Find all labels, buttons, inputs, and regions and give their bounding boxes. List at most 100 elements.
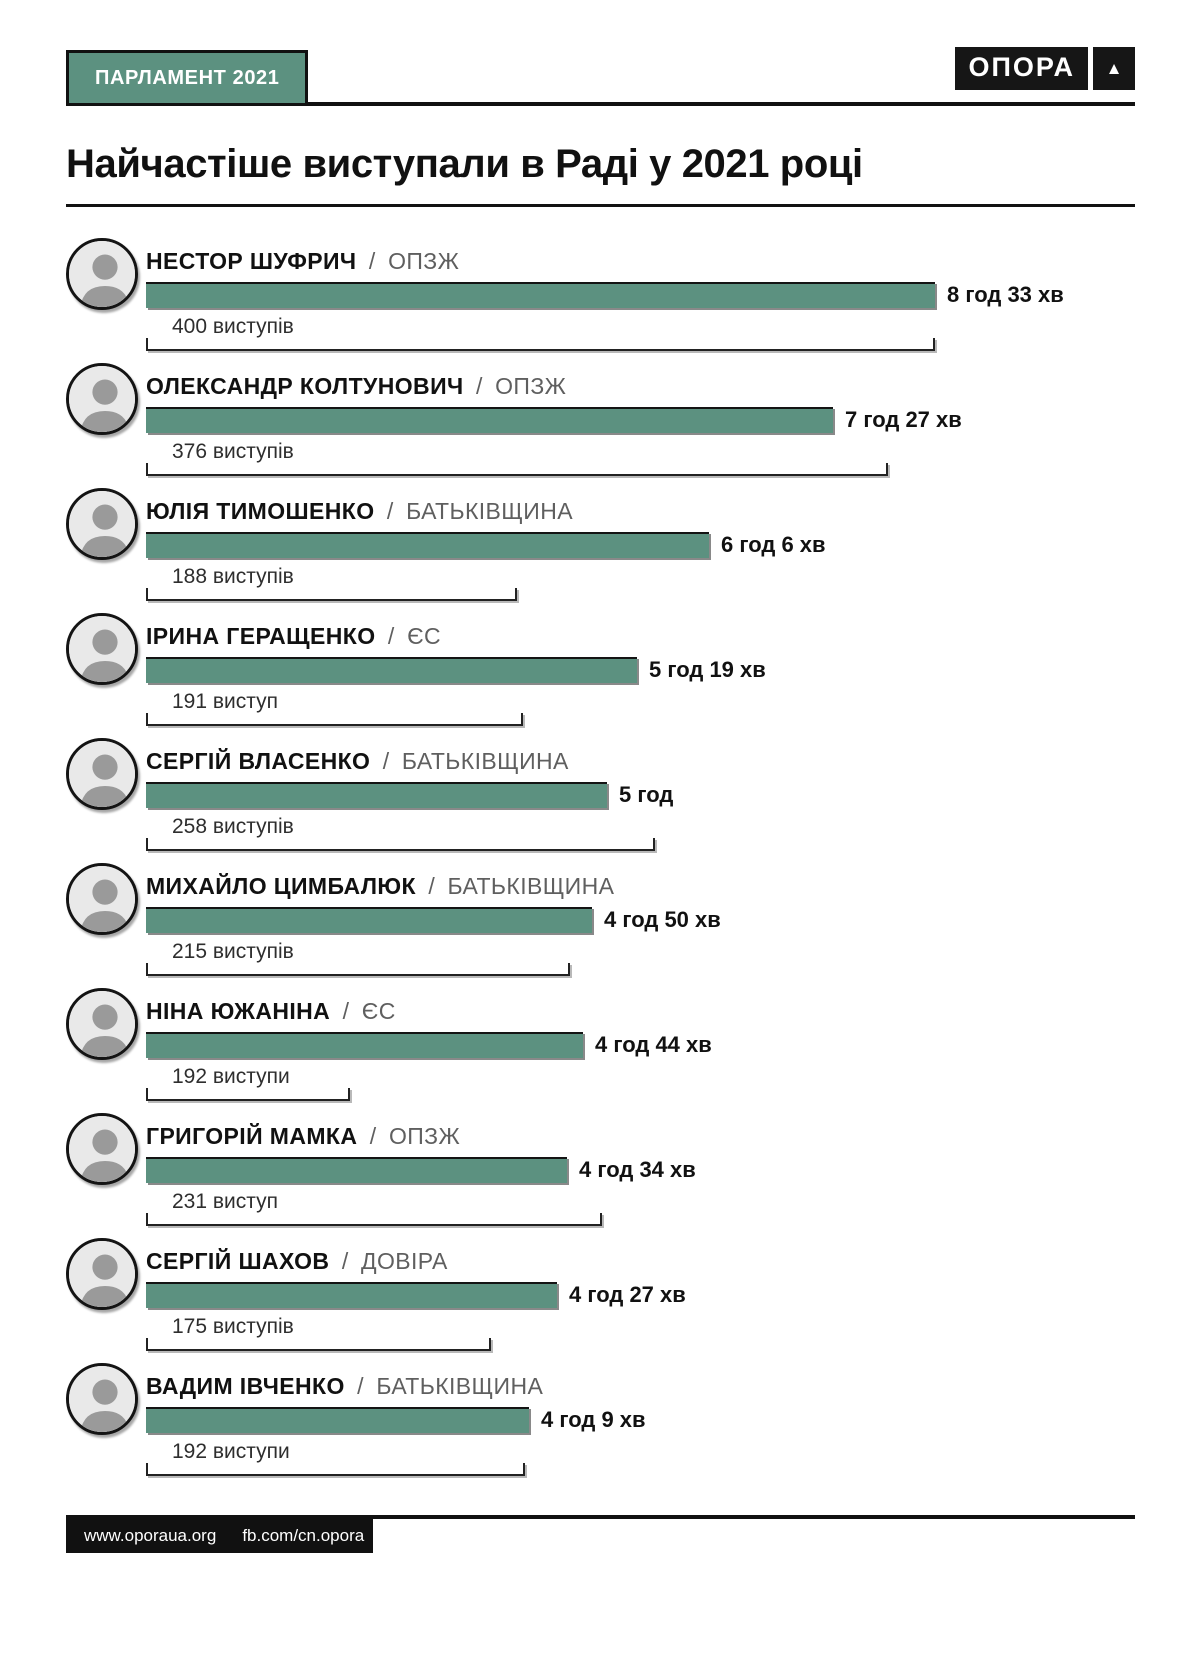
- name-party-separator: /: [342, 998, 350, 1024]
- speech-count-bracket: [146, 588, 517, 601]
- mp-name: ІРИНА ГЕРАЩЕНКО: [146, 623, 376, 649]
- mp-party: ОПЗЖ: [388, 248, 460, 274]
- mp-party: ОПЗЖ: [388, 1123, 461, 1149]
- mp-row-body: СЕРГІЙ ШАХОВ / ДОВІРА 4 год 27 хв 175 ви…: [146, 1234, 1135, 1359]
- mp-name-line: ГРИГОРІЙ МАМКА / ОПЗЖ: [146, 1123, 1135, 1149]
- person-silhouette-icon: [69, 616, 135, 682]
- mp-name-line: ЮЛІЯ ТИМОШЕНКО / БАТЬКІВЩИНА: [146, 498, 1135, 524]
- mp-name-line: СЕРГІЙ ШАХОВ / ДОВІРА: [146, 1248, 1135, 1274]
- mp-name-line: ОЛЕКСАНДР КОЛТУНОВИЧ / ОПЗЖ: [146, 373, 1135, 399]
- speech-count-label: 376 виступів: [172, 440, 294, 463]
- speech-count-bracket: [146, 1463, 525, 1476]
- duration-bar: [146, 1407, 529, 1433]
- duration-label: 7 год 27 хв: [845, 407, 962, 432]
- speech-count-label: 175 виступів: [172, 1315, 294, 1338]
- mp-party: БАТЬКІВЩИНА: [406, 498, 573, 524]
- duration-label: 5 год 19 хв: [649, 657, 766, 682]
- mp-name: СЕРГІЙ ВЛАСЕНКО: [146, 748, 371, 774]
- mp-name: СЕРГІЙ ШАХОВ: [146, 1248, 330, 1274]
- mp-row-body: СЕРГІЙ ВЛАСЕНКО / БАТЬКІВЩИНА 5 год 258 …: [146, 734, 1135, 859]
- speech-count-bracket: [146, 1213, 602, 1226]
- speech-count-bracket: [146, 338, 935, 351]
- mp-row: НІНА ЮЖАНІНА / ЄС 4 год 44 хв 192 виступ…: [66, 984, 1135, 1109]
- mp-row: ОЛЕКСАНДР КОЛТУНОВИЧ / ОПЗЖ 7 год 27 хв …: [66, 359, 1135, 484]
- mp-name: ГРИГОРІЙ МАМКА: [146, 1123, 358, 1149]
- speech-count-label: 188 виступів: [172, 565, 294, 588]
- duration-bar: [146, 907, 592, 933]
- speech-count-label: 258 виступів: [172, 815, 294, 838]
- duration-bar-line: 4 год 9 хв: [146, 1407, 1135, 1433]
- speech-count-label: 192 виступи: [172, 1065, 290, 1088]
- mp-party: ОПЗЖ: [495, 373, 567, 399]
- person-silhouette-icon: [69, 1366, 135, 1432]
- duration-label: 4 год 27 хв: [569, 1282, 686, 1307]
- mp-photo: [66, 363, 138, 435]
- speech-count-label: 191 виступ: [172, 690, 278, 713]
- mp-photo: [66, 1238, 138, 1310]
- duration-label: 6 год 6 хв: [721, 532, 826, 557]
- person-silhouette-icon: [69, 866, 135, 932]
- mp-name: НІНА ЮЖАНІНА: [146, 998, 331, 1024]
- name-party-separator: /: [428, 873, 436, 899]
- mp-photo: [66, 1113, 138, 1185]
- duration-label: 4 год 50 хв: [604, 907, 721, 932]
- name-party-separator: /: [386, 498, 394, 524]
- mp-name-line: ВАДИМ ІВЧЕНКО / БАТЬКІВЩИНА: [146, 1373, 1135, 1399]
- mp-party: ЄС: [407, 623, 442, 649]
- mp-name-line: МИХАЙЛО ЦИМБАЛЮК / БАТЬКІВЩИНА: [146, 873, 1135, 899]
- mp-row: НЕСТОР ШУФРИЧ / ОПЗЖ 8 год 33 хв 400 вис…: [66, 234, 1135, 359]
- mp-name-line: НІНА ЮЖАНІНА / ЄС: [146, 998, 1135, 1024]
- duration-bar: [146, 657, 637, 683]
- name-party-separator: /: [475, 373, 483, 399]
- speech-count-bracket: [146, 463, 888, 476]
- mp-row-body: ГРИГОРІЙ МАМКА / ОПЗЖ 4 год 34 хв 231 ви…: [146, 1109, 1135, 1234]
- mp-name-line: СЕРГІЙ ВЛАСЕНКО / БАТЬКІВЩИНА: [146, 748, 1135, 774]
- speech-count-bracket: [146, 713, 523, 726]
- mp-row-body: ВАДИМ ІВЧЕНКО / БАТЬКІВЩИНА 4 год 9 хв 1…: [146, 1359, 1135, 1484]
- mp-photo: [66, 863, 138, 935]
- duration-bar-line: 6 год 6 хв: [146, 532, 1135, 558]
- duration-bar-line: 4 год 27 хв: [146, 1282, 1135, 1308]
- duration-bar-line: 4 год 34 хв: [146, 1157, 1135, 1183]
- facebook-link[interactable]: fb.com/cn.opora: [242, 1526, 365, 1545]
- speakers-chart: НЕСТОР ШУФРИЧ / ОПЗЖ 8 год 33 хв 400 вис…: [66, 234, 1135, 1484]
- mp-party: БАТЬКІВЩИНА: [401, 748, 569, 774]
- mp-name: МИХАЙЛО ЦИМБАЛЮК: [146, 873, 416, 899]
- mp-photo: [66, 488, 138, 560]
- mp-row: ІРИНА ГЕРАЩЕНКО / ЄС 5 год 19 хв 191 вис…: [66, 609, 1135, 734]
- opora-logo-text: ОПОРА: [955, 47, 1088, 90]
- mp-name-line: ІРИНА ГЕРАЩЕНКО / ЄС: [146, 623, 1135, 649]
- edition-badge: ПАРЛАМЕНТ 2021: [66, 50, 309, 106]
- title-divider: [66, 204, 1135, 207]
- header: ПАРЛАМЕНТ 2021 ОПОРА ▲: [66, 47, 1135, 106]
- name-party-separator: /: [369, 1123, 377, 1149]
- person-silhouette-icon: [69, 991, 135, 1057]
- duration-bar-line: 5 год: [146, 782, 1135, 808]
- mp-party: ДОВІРА: [361, 1248, 448, 1274]
- name-party-separator: /: [341, 1248, 349, 1274]
- mp-party: ЄС: [361, 998, 396, 1024]
- name-party-separator: /: [387, 623, 395, 649]
- speech-count-label: 215 виступів: [172, 940, 294, 963]
- speech-count-label: 231 виступ: [172, 1190, 278, 1213]
- speech-count-label: 400 виступів: [172, 315, 294, 338]
- mp-name: ЮЛІЯ ТИМОШЕНКО: [146, 498, 375, 524]
- mp-name: НЕСТОР ШУФРИЧ: [146, 248, 357, 274]
- website-link[interactable]: www.oporaua.org: [84, 1526, 217, 1545]
- speech-count-bracket: [146, 1338, 491, 1351]
- mp-row: СЕРГІЙ ШАХОВ / ДОВІРА 4 год 27 хв 175 ви…: [66, 1234, 1135, 1359]
- mp-photo: [66, 613, 138, 685]
- duration-label: 4 год 44 хв: [595, 1032, 712, 1057]
- mp-row: СЕРГІЙ ВЛАСЕНКО / БАТЬКІВЩИНА 5 год 258 …: [66, 734, 1135, 859]
- person-silhouette-icon: [69, 366, 135, 432]
- mp-photo: [66, 738, 138, 810]
- person-silhouette-icon: [69, 241, 135, 307]
- duration-bar-line: 5 год 19 хв: [146, 657, 1135, 683]
- footer: www.oporaua.org fb.com/cn.opora: [66, 1515, 1135, 1553]
- mp-party: БАТЬКІВЩИНА: [376, 1373, 544, 1399]
- duration-label: 4 год 9 хв: [541, 1407, 646, 1432]
- mp-row: ГРИГОРІЙ МАМКА / ОПЗЖ 4 год 34 хв 231 ви…: [66, 1109, 1135, 1234]
- mp-row-body: ІРИНА ГЕРАЩЕНКО / ЄС 5 год 19 хв 191 вис…: [146, 609, 1135, 734]
- speech-count-bracket: [146, 963, 570, 976]
